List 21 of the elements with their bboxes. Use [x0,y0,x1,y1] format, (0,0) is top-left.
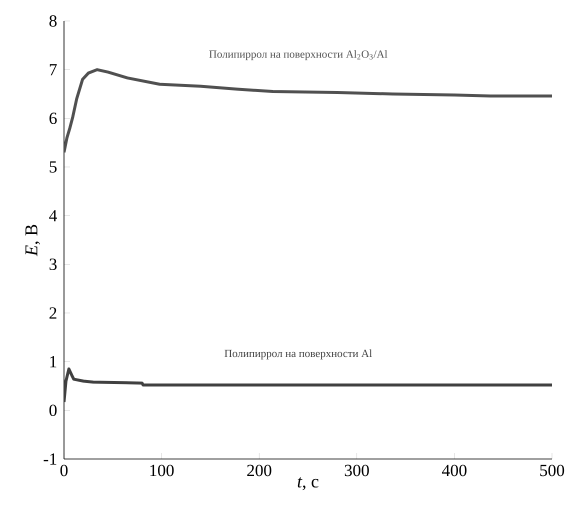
y-tick-label: 8 [49,15,57,27]
text: Полипиррол на поверхности Al$_{2}$O$_{3}$/Al [209,50,388,60]
x-axis-title: t, с [298,477,318,490]
text: Полипиррол на поверхности Al [224,349,372,360]
y-tick-label: -1 [44,453,56,465]
x-tick-label: 200 [247,464,272,476]
y-tick-label: 3 [50,258,57,270]
y-tick-label: 1 [50,356,56,368]
y-tick-label: 7 [50,64,57,76]
x-tick-label: 0 [60,464,68,476]
x-tick-label: 100 [150,464,174,476]
y-tick-label: 4 [49,210,58,222]
y-tick-label: 6 [50,112,57,124]
x-tick-label: 500 [540,464,564,476]
y-tick-label: 0 [49,404,57,416]
y-tick-label: 5 [50,161,57,173]
y-tick-label: 2 [50,307,56,319]
x-tick-label: 400 [442,464,467,476]
y-axis-title: E, В [25,224,40,256]
line-series [64,68,552,154]
x-tick-label: 300 [344,464,369,476]
